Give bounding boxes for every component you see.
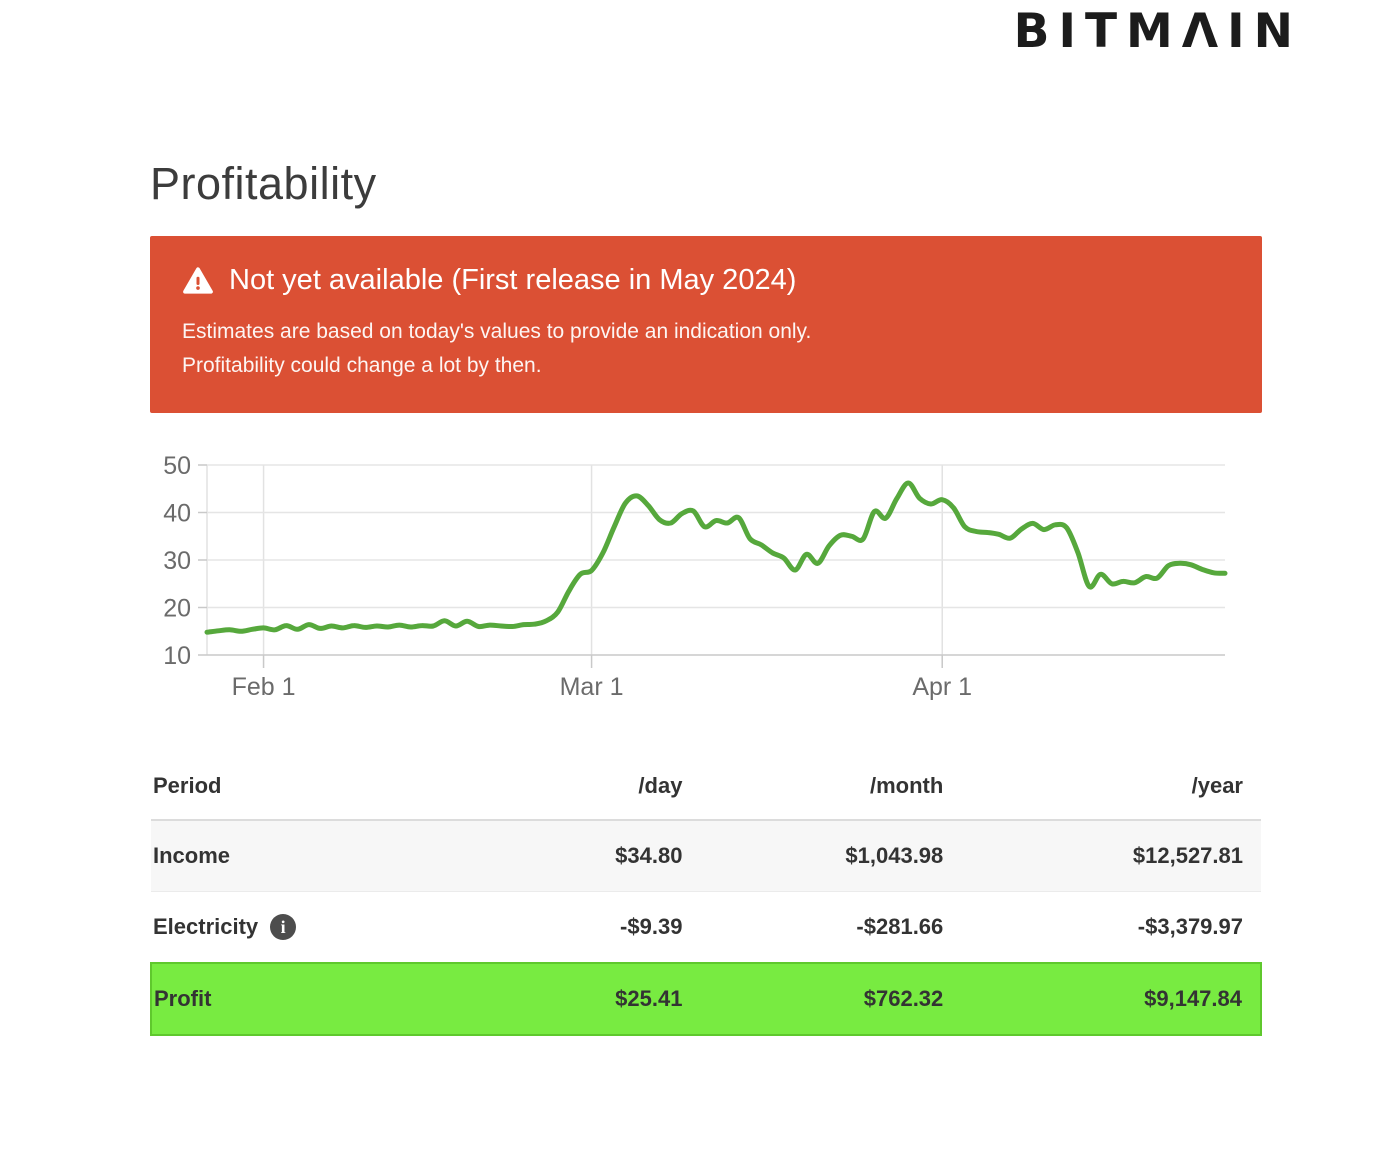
y-axis-label: 20 [163,595,191,623]
y-axis-label: 50 [163,452,191,480]
col-header-month: /month [700,759,962,822]
y-axis-label: 30 [163,547,191,575]
page-title: Profitability [150,158,377,209]
income-year-value: $12,527.81 [1132,843,1243,869]
profit-month-value: $762.32 [863,986,944,1012]
profit-year-value: $9,147.84 [1144,986,1242,1012]
profitability-chart: 10 20 30 40 50 Feb 1 Mar 1 Apr 1 [163,452,1228,701]
electricity-month-value: -$281.66 [856,914,944,940]
banner-title: Not yet available (First release in May … [229,264,797,296]
main-content: Profitability Not yet available (First r… [150,0,1262,1036]
bitmain-logo: BITMΛIN [1013,4,1302,59]
profitability-table: Period /day /month /year Income $34.80 $… [150,759,1262,1036]
electricity-label: Electricity [153,914,259,940]
table-header-row: Period /day /month /year [151,759,1261,822]
warning-triangle-icon [183,266,213,294]
profitability-line-series [204,480,1228,635]
banner-text-line1: Estimates are based on today's values to… [182,320,812,343]
x-axis-label: Mar 1 [560,673,624,701]
col-header-year: /year [961,759,1261,822]
col-header-day: /day [461,759,701,822]
electricity-year-value: -$3,379.97 [1137,914,1243,940]
electricity-day-value: -$9.39 [620,914,683,940]
income-day-value: $34.80 [615,843,683,869]
electricity-info-icon[interactable]: i [270,914,297,941]
x-axis-label: Apr 1 [912,673,972,701]
col-header-period: Period [151,759,462,822]
table-row-profit: Profit $25.41 $762.32 $9,147.84 [151,963,1261,1036]
banner-text-line2: Profitability could change a lot by then… [182,354,542,378]
warning-banner: Not yet available (First release in May … [150,236,1262,414]
income-label: Income [153,843,231,869]
table-row-electricity: Electricity i -$9.39 -$281.66 -$3,379.97 [151,891,1261,964]
profit-day-value: $25.41 [615,986,683,1012]
chart-container: 10 20 30 40 50 Feb 1 Mar 1 Apr 1 [150,443,1262,715]
x-axis-label: Feb 1 [232,673,296,701]
y-axis-label: 40 [163,500,191,528]
profit-label: Profit [154,986,212,1012]
income-month-value: $1,043.98 [845,843,944,869]
y-axis-label: 10 [163,642,191,670]
table-row-income: Income $34.80 $1,043.98 $12,527.81 [151,820,1261,892]
